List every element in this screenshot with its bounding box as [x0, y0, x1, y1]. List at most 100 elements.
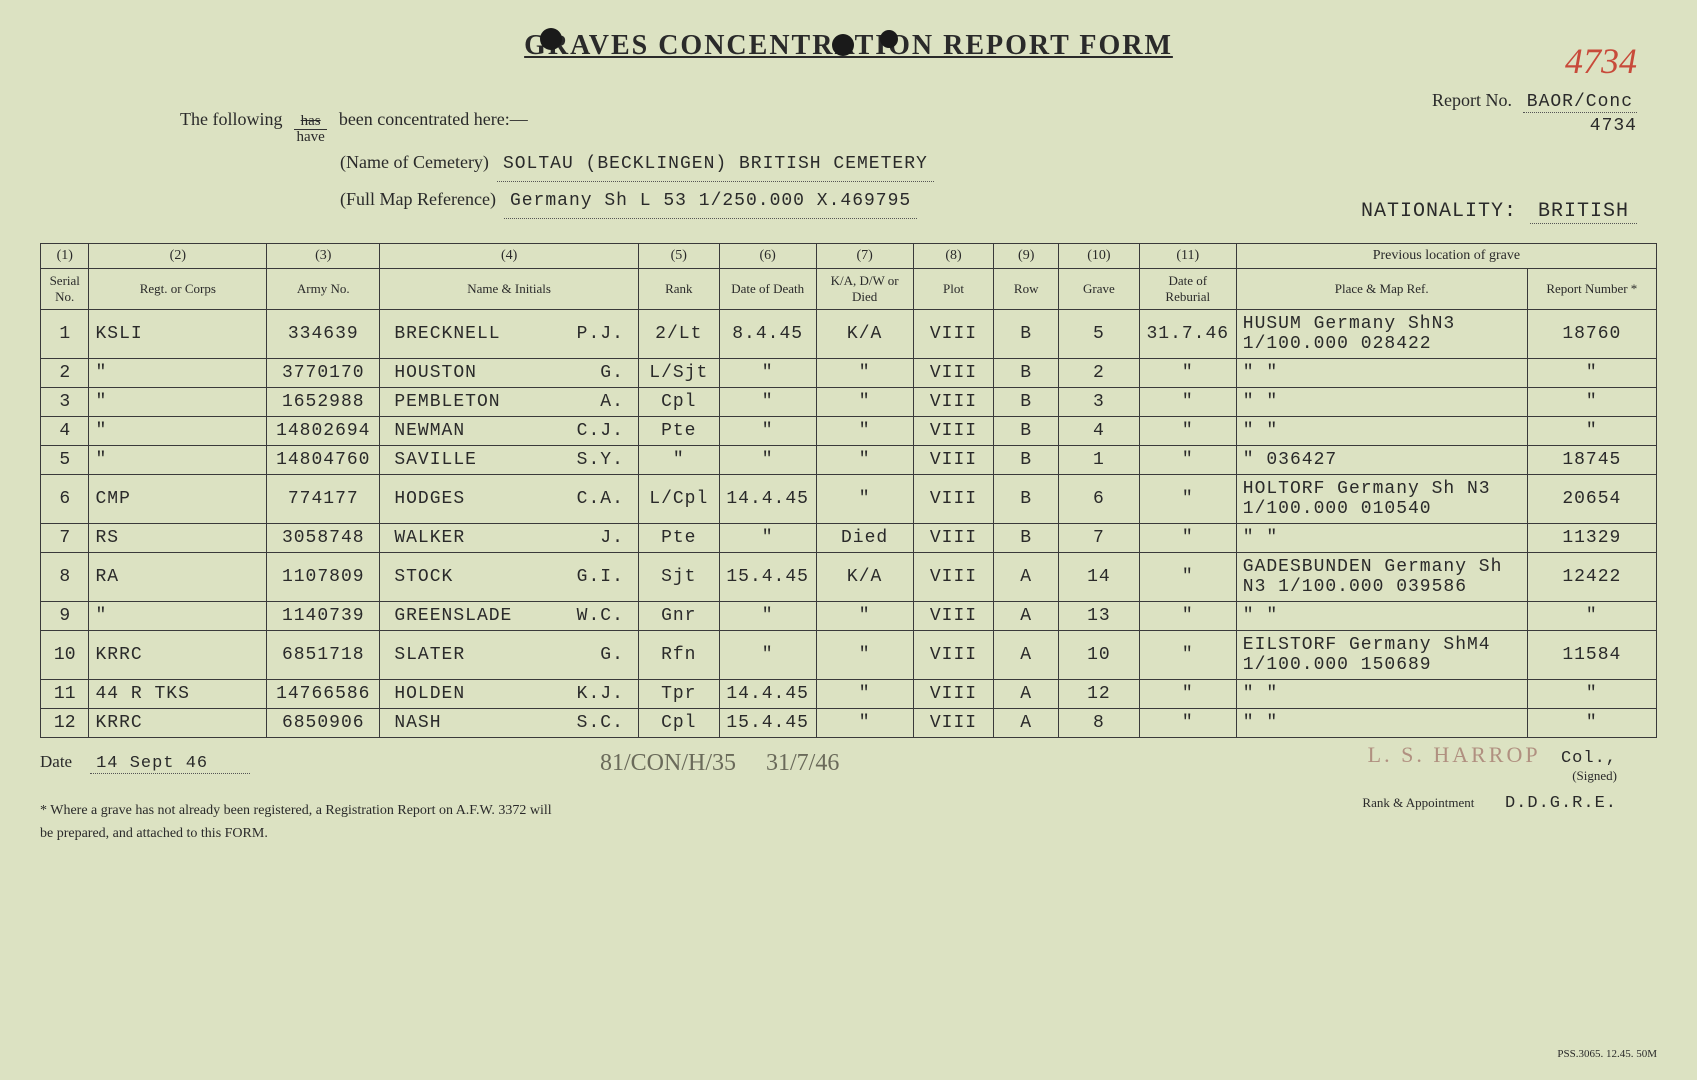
cell-army: 3058748: [267, 524, 380, 553]
table-row: 4"14802694NEWMANC.J.Pte""VIIIB4"" "": [41, 417, 1657, 446]
cell-report: ": [1527, 709, 1656, 738]
rank-value: D.D.G.R.E.: [1505, 794, 1617, 813]
cell-report: 12422: [1527, 553, 1656, 602]
punch-hole: [880, 30, 898, 48]
cell-row: A: [994, 631, 1059, 680]
nationality-label: NATIONALITY:: [1361, 200, 1517, 223]
col-num: (10): [1059, 244, 1140, 269]
cell-serial: 1: [41, 310, 89, 359]
document-page: GRAVES CONCENTRATION REPORT FORM 4734 Re…: [0, 0, 1697, 1080]
cell-regt: RA: [89, 553, 267, 602]
cell-rank: Pte: [638, 417, 719, 446]
cell-kia: ": [816, 709, 913, 738]
col-num: (2): [89, 244, 267, 269]
cell-report: 20654: [1527, 475, 1656, 524]
cell-kia: ": [816, 680, 913, 709]
cell-report: ": [1527, 388, 1656, 417]
cell-place: " ": [1236, 359, 1527, 388]
cell-serial: 8: [41, 553, 89, 602]
cell-place: " ": [1236, 680, 1527, 709]
cell-dod: 8.4.45: [719, 310, 816, 359]
cell-name: SAVILLES.Y.: [380, 446, 639, 475]
cell-plot: VIII: [913, 602, 994, 631]
cell-name: BRECKNELLP.J.: [380, 310, 639, 359]
cell-reburial: ": [1139, 475, 1236, 524]
cell-grave: 8: [1059, 709, 1140, 738]
cell-plot: VIII: [913, 524, 994, 553]
graves-table: (1) (2) (3) (4) (5) (6) (7) (8) (9) (10)…: [40, 243, 1657, 738]
cell-serial: 11: [41, 680, 89, 709]
punch-hole: [540, 28, 562, 50]
rank-label: Rank & Appointment: [1362, 795, 1474, 810]
cell-army: 1652988: [267, 388, 380, 417]
cell-dod: ": [719, 417, 816, 446]
cell-dod: ": [719, 524, 816, 553]
table-row: 1144 R TKS14766586HOLDENK.J.Tpr14.4.45"V…: [41, 680, 1657, 709]
cell-reburial: ": [1139, 631, 1236, 680]
cell-grave: 13: [1059, 602, 1140, 631]
col-row: Row: [994, 269, 1059, 310]
cell-regt: ": [89, 417, 267, 446]
cell-regt: ": [89, 388, 267, 417]
cell-place: EILSTORF Germany ShM4 1/100.000 150689: [1236, 631, 1527, 680]
table-row: 8RA1107809STOCKG.I.Sjt15.4.45K/AVIIIA14"…: [41, 553, 1657, 602]
signature-name: L. S. HARROP: [1368, 742, 1541, 767]
cell-grave: 2: [1059, 359, 1140, 388]
cell-dod: 14.4.45: [719, 475, 816, 524]
cell-serial: 5: [41, 446, 89, 475]
cell-row: B: [994, 388, 1059, 417]
date-label: Date: [40, 752, 72, 772]
cell-kia: K/A: [816, 310, 913, 359]
cell-dod: 15.4.45: [719, 553, 816, 602]
table-row: 3"1652988PEMBLETONA.Cpl""VIIIB3"" "": [41, 388, 1657, 417]
cell-row: B: [994, 417, 1059, 446]
cell-regt: KRRC: [89, 709, 267, 738]
cell-serial: 2: [41, 359, 89, 388]
cell-reburial: ": [1139, 602, 1236, 631]
cell-grave: 10: [1059, 631, 1140, 680]
footer-block: Date 14 Sept 46 81/CON/H/35 31/7/46 L. S…: [40, 752, 1657, 845]
cell-place: HOLTORF Germany Sh N3 1/100.000 010540: [1236, 475, 1527, 524]
cell-serial: 4: [41, 417, 89, 446]
col-num: (11): [1139, 244, 1236, 269]
cell-kia: ": [816, 446, 913, 475]
signed-label: (Signed): [1362, 768, 1617, 784]
cemetery-label: (Name of Cemetery): [340, 145, 489, 179]
cell-regt: RS: [89, 524, 267, 553]
col-num: (9): [994, 244, 1059, 269]
cell-report: 18745: [1527, 446, 1656, 475]
cell-report: ": [1527, 602, 1656, 631]
cell-army: 14802694: [267, 417, 380, 446]
cell-dod: 14.4.45: [719, 680, 816, 709]
cell-name: GREENSLADEW.C.: [380, 602, 639, 631]
nationality-block: NATIONALITY: BRITISH: [1361, 200, 1637, 223]
punch-hole: [832, 34, 854, 56]
cell-serial: 7: [41, 524, 89, 553]
cell-kia: ": [816, 359, 913, 388]
cell-reburial: ": [1139, 388, 1236, 417]
cell-regt: KRRC: [89, 631, 267, 680]
cell-reburial: ": [1139, 553, 1236, 602]
handwritten-number: 4734: [1565, 40, 1637, 82]
cell-serial: 3: [41, 388, 89, 417]
nationality-value: BRITISH: [1530, 200, 1637, 224]
date-value: 14 Sept 46: [90, 754, 250, 774]
table-row: 5"14804760SAVILLES.Y."""VIIIB1"" 0364271…: [41, 446, 1657, 475]
col-prev-head: Previous location of grave: [1236, 244, 1656, 269]
cell-plot: VIII: [913, 631, 994, 680]
cell-dod: ": [719, 446, 816, 475]
cell-grave: 1: [1059, 446, 1140, 475]
header-row-labels: Serial No. Regt. or Corps Army No. Name …: [41, 269, 1657, 310]
print-code: PSS.3065. 12.45. 50M: [1557, 1048, 1657, 1060]
cell-grave: 7: [1059, 524, 1140, 553]
cell-name: STOCKG.I.: [380, 553, 639, 602]
cell-grave: 12: [1059, 680, 1140, 709]
report-number-block: Report No. BAOR/Conc 4734: [1432, 90, 1637, 136]
cell-serial: 10: [41, 631, 89, 680]
cell-rank: Tpr: [638, 680, 719, 709]
cell-rank: Cpl: [638, 709, 719, 738]
cell-dod: 15.4.45: [719, 709, 816, 738]
intro-prefix: The following: [180, 102, 282, 136]
cell-rank: Pte: [638, 524, 719, 553]
col-rank: Rank: [638, 269, 719, 310]
